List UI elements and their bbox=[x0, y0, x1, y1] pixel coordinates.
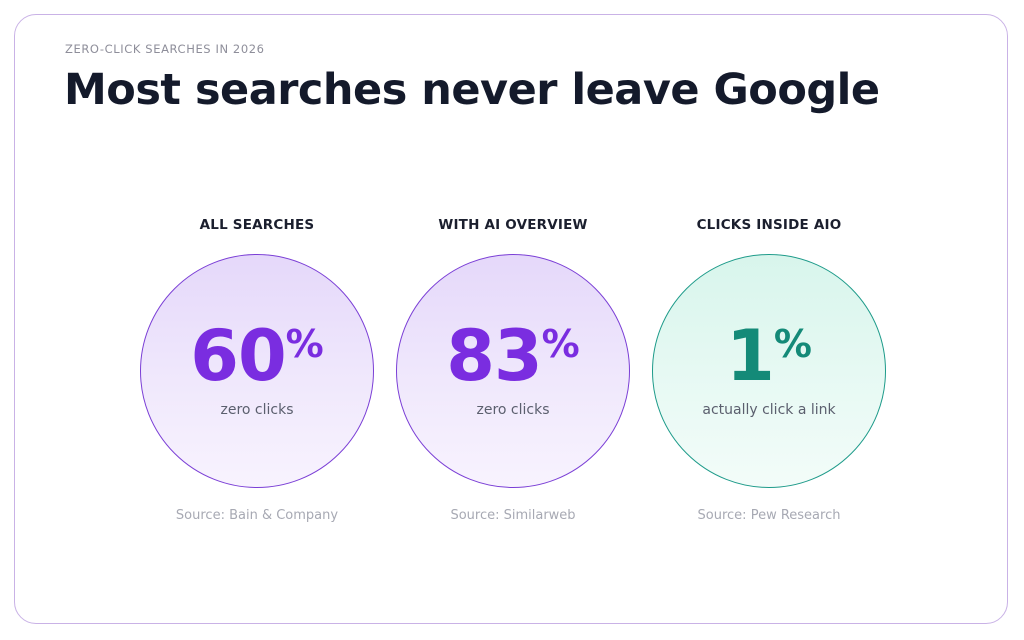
eyebrow-label: ZERO-CLICK SEARCHES IN 2026 bbox=[65, 42, 265, 56]
stat-source: Source: Bain & Company bbox=[175, 508, 339, 523]
stat-source: Source: Pew Research bbox=[697, 508, 841, 523]
page-title: Most searches never leave Google bbox=[64, 65, 880, 115]
stat-label: CLICKS INSIDE AIO bbox=[696, 217, 842, 233]
stat-circle: 60% zero clicks bbox=[140, 254, 374, 488]
stat-unit: % bbox=[773, 322, 812, 366]
stat-label: WITH AI OVERVIEW bbox=[438, 217, 588, 233]
stat-clicks-inside-aio: CLICKS INSIDE AIO 1% actually click a li… bbox=[649, 215, 889, 523]
stat-all-searches: ALL SEARCHES 60% zero clicks Source: Bai… bbox=[137, 215, 377, 523]
stat-value: 83% bbox=[397, 321, 629, 391]
stat-caption: zero clicks bbox=[476, 402, 550, 418]
stat-circle: 83% zero clicks bbox=[396, 254, 630, 488]
stat-caption: zero clicks bbox=[220, 402, 294, 418]
stat-caption: actually click a link bbox=[702, 402, 836, 418]
stat-number: 83 bbox=[446, 315, 542, 397]
infographic-card: ZERO-CLICK SEARCHES IN 2026 Most searche… bbox=[14, 14, 1008, 624]
stat-number: 60 bbox=[190, 315, 286, 397]
stat-label: ALL SEARCHES bbox=[199, 217, 315, 233]
stat-value: 60% bbox=[141, 321, 373, 391]
stat-value: 1% bbox=[653, 321, 885, 391]
stat-with-ai-overview: WITH AI OVERVIEW 83% zero clicks Source:… bbox=[393, 215, 633, 523]
stat-unit: % bbox=[285, 322, 324, 366]
stat-circle: 1% actually click a link bbox=[652, 254, 886, 488]
stat-number: 1 bbox=[726, 315, 775, 397]
stat-source: Source: Similarweb bbox=[450, 508, 576, 523]
stat-unit: % bbox=[541, 322, 580, 366]
